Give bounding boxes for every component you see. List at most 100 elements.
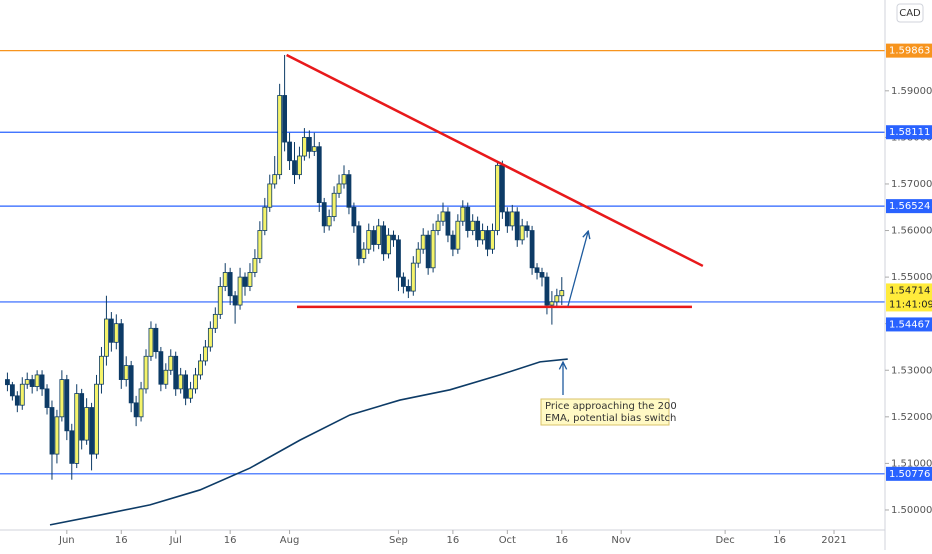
candle-body	[514, 211, 520, 241]
candle-body	[153, 327, 159, 353]
x-tick-label: Jun	[58, 535, 75, 546]
candle-body	[104, 318, 109, 357]
candle-body	[217, 286, 223, 315]
candle-body	[143, 355, 149, 390]
candle-body	[292, 160, 297, 176]
candle-body	[247, 272, 253, 287]
candle-body	[529, 230, 535, 269]
candle-body	[341, 174, 347, 185]
x-tick-label: Nov	[611, 535, 631, 546]
candle-body	[425, 234, 431, 269]
candle-body	[222, 272, 228, 287]
candle-body	[203, 346, 208, 362]
candle-body	[326, 216, 332, 227]
candle-body	[242, 276, 248, 287]
candle-body	[460, 206, 466, 222]
candle-body	[504, 211, 510, 227]
candle-body	[212, 313, 218, 329]
candle-body	[29, 379, 35, 387]
level-label: 1.54467	[889, 319, 930, 330]
level-label-bg	[886, 199, 932, 214]
candle-body	[366, 230, 372, 250]
currency-box[interactable]	[896, 3, 924, 23]
candle-body	[346, 174, 352, 208]
level-label: 1.50776	[889, 469, 930, 480]
candle-body	[5, 379, 10, 386]
x-tick-label: 16	[115, 535, 128, 546]
candle-body	[252, 258, 258, 273]
candle-body	[410, 262, 416, 292]
candle-body	[361, 248, 367, 259]
last-price-label: 1.54714	[889, 285, 930, 296]
y-tick-label: 1.59000	[891, 86, 932, 97]
candle-body	[331, 192, 337, 217]
candle-body	[311, 146, 317, 152]
level-label-bg	[886, 317, 932, 332]
ema-line	[49, 358, 568, 526]
countdown-label: 11:41:09	[889, 299, 932, 310]
candle-body	[282, 95, 288, 143]
candle-body	[198, 360, 203, 376]
candle-body	[19, 383, 25, 406]
candle-body	[381, 225, 386, 255]
candle-body	[396, 239, 401, 278]
candle-body	[227, 272, 233, 297]
candle-body	[193, 374, 198, 390]
candle-body	[371, 230, 377, 245]
level-label: 1.56524	[889, 201, 930, 212]
candle-body	[430, 230, 436, 269]
candle-body	[316, 146, 322, 203]
x-tick-label: Dec	[715, 535, 734, 546]
x-tick-label: 16	[447, 535, 460, 546]
x-tick-label: 16	[224, 535, 237, 546]
y-tick-label: 1.51000	[891, 458, 932, 469]
candle-body	[420, 234, 426, 250]
candle-body	[232, 295, 238, 306]
candle-body	[94, 383, 99, 455]
candle-body	[257, 230, 263, 259]
candle-body	[173, 355, 179, 390]
x-tick-label: Sep	[389, 535, 408, 546]
candle-body	[534, 267, 540, 273]
candle-body	[54, 416, 60, 455]
currency-label[interactable]: CAD	[899, 8, 921, 19]
x-tick-label: 16	[555, 535, 568, 546]
annotation-text: Price approaching the 200	[545, 401, 677, 412]
candle-body	[148, 327, 154, 357]
candle-body	[475, 220, 481, 241]
candle-body	[415, 248, 421, 264]
candle-body	[435, 220, 441, 231]
candle-body	[9, 384, 15, 397]
candle-body	[455, 220, 461, 250]
candle-body	[465, 206, 471, 231]
level-label-bg	[886, 43, 932, 58]
candle-body	[163, 369, 169, 385]
candle-body	[84, 407, 90, 441]
candle-body	[188, 388, 193, 399]
candle-body	[158, 351, 164, 385]
candle-body	[34, 374, 40, 387]
x-tick-label: Oct	[499, 535, 516, 546]
candle-body	[400, 276, 406, 287]
candle-body	[549, 301, 555, 306]
candle-body	[524, 225, 530, 231]
candle-body	[306, 136, 312, 152]
annotation-text: EMA, potential bias switch	[545, 413, 676, 424]
trendline	[286, 53, 704, 268]
candle-body	[490, 230, 495, 250]
y-tick-label: 1.56000	[891, 226, 932, 237]
level-label-bg	[886, 466, 932, 481]
level-label: 1.58111	[889, 127, 930, 138]
candle-body	[405, 286, 411, 292]
candle-body	[302, 136, 307, 157]
candle-body	[168, 355, 174, 371]
candle-body	[356, 225, 362, 259]
candle-body	[539, 272, 545, 278]
candle-body	[24, 379, 30, 385]
candle-body	[297, 155, 302, 176]
candle-body	[44, 388, 50, 408]
x-tick-label: Aug	[280, 535, 300, 546]
projection-arrow	[567, 232, 588, 307]
candle-body	[118, 323, 124, 380]
